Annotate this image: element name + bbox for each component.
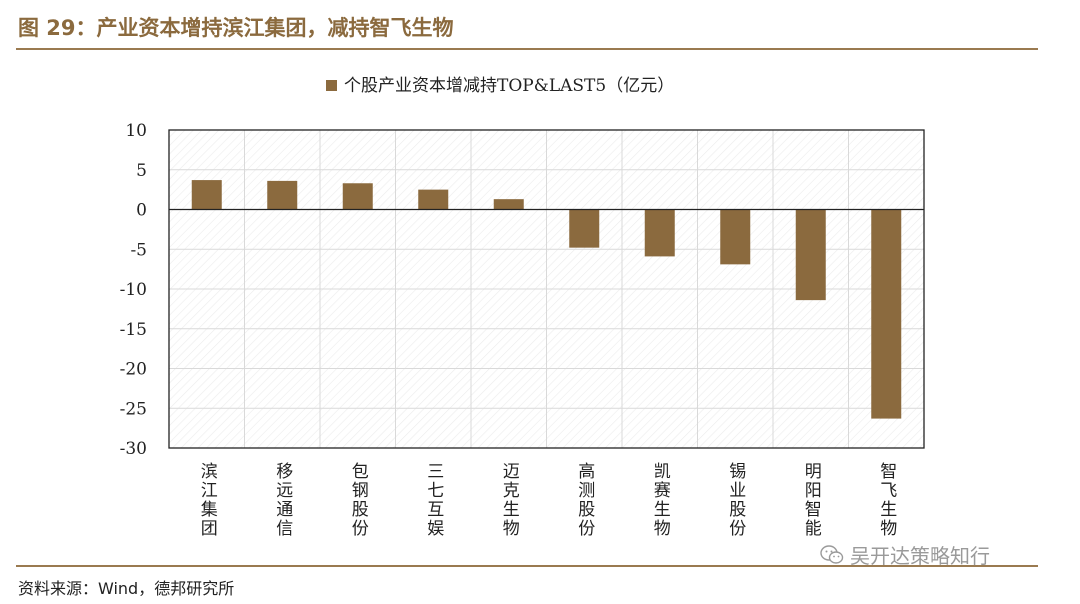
- chart-legend: 个股产业资本增减持TOP&LAST5（亿元）: [326, 76, 674, 96]
- y-tick-label: -5: [130, 240, 147, 260]
- bar-chart: 个股产业资本增减持TOP&LAST5（亿元） 10 5 0 -5 -10 -15 -20 -2…: [120, 76, 925, 538]
- wechat-icon: [820, 544, 844, 564]
- y-tick-label: -10: [120, 280, 147, 300]
- x-tick-label: 明阳智能: [801, 462, 822, 538]
- x-tick-label: 移远通信: [272, 462, 293, 538]
- source-note: 资料来源：Wind，德邦研究所: [18, 579, 235, 598]
- watermark: 吴开达策略知行: [820, 540, 990, 569]
- bar: [418, 189, 449, 210]
- x-tick-label: 智飞生物: [876, 462, 897, 538]
- y-axis: 10 5 0 -5 -10 -15 -20 -25 -30: [120, 121, 147, 459]
- x-axis-labels: 滨江集团 移远通信 包钢股份 三七互娱 迈克生物 高测股份 凯赛生物 锡业股份 明阳智能 智飞生物: [197, 462, 897, 538]
- bar: [871, 209, 902, 419]
- y-tick-label: 5: [136, 161, 147, 181]
- y-tick-label: -30: [120, 439, 147, 459]
- x-tick-label: 迈克生物: [499, 462, 520, 538]
- bar: [493, 199, 524, 210]
- bar: [720, 209, 751, 265]
- bar: [569, 209, 600, 248]
- x-tick-label: 滨江集团: [197, 462, 218, 538]
- y-tick-label: -15: [120, 320, 147, 340]
- y-tick-label: 10: [125, 121, 147, 141]
- bar: [342, 183, 373, 210]
- bars: [191, 180, 902, 419]
- x-tick-label: 包钢股份: [348, 462, 369, 538]
- x-tick-label: 高测股份: [574, 462, 595, 538]
- bar: [795, 209, 826, 301]
- bottom-rule: [16, 565, 1038, 567]
- bar: [267, 180, 298, 210]
- gridlines: [169, 130, 924, 448]
- x-tick-label: 锡业股份: [725, 462, 746, 538]
- y-tick-label: -25: [120, 399, 147, 419]
- y-tick-label: 0: [136, 201, 147, 221]
- top-rule: [16, 48, 1038, 50]
- legend-label: 个股产业资本增减持TOP&LAST5（亿元）: [344, 76, 674, 96]
- x-tick-label: 凯赛生物: [650, 462, 671, 538]
- bar: [644, 209, 675, 257]
- plot-border: [168, 129, 925, 449]
- y-tick-label: -20: [120, 360, 147, 380]
- x-tick-label: 三七互娱: [423, 462, 444, 538]
- legend-swatch: [326, 80, 337, 91]
- watermark-text: 吴开达策略知行: [850, 544, 990, 568]
- bar: [191, 180, 222, 210]
- figure-title: 图 29：产业资本增持滨江集团，减持智飞生物: [18, 16, 454, 40]
